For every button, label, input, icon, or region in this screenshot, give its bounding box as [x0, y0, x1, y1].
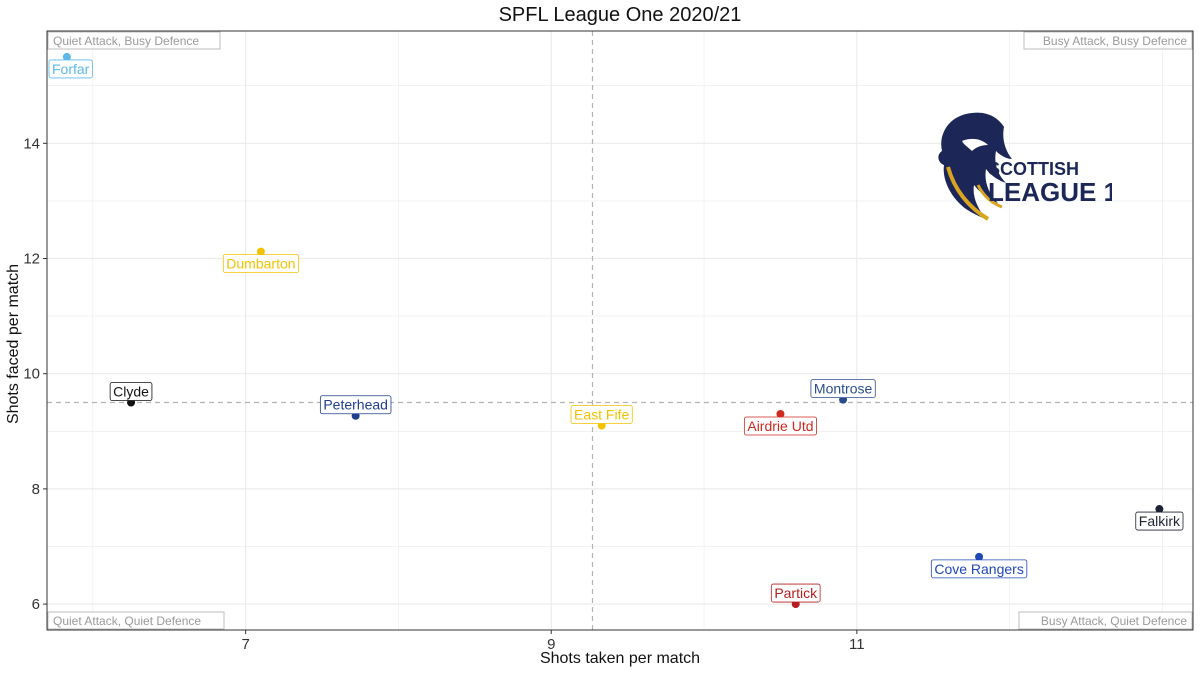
axis-ticks: 7 9 11 6 8 10 12 14: [23, 135, 864, 653]
label-falkirk: Falkirk: [1135, 511, 1184, 531]
scottish-league-1-logo: SCOTTISH LEAGUE 1: [938, 112, 1112, 221]
label-text: Forfar: [52, 61, 90, 77]
quadrant-label-bottom-right-text: Busy Attack, Quiet Defence: [1041, 614, 1187, 628]
label-box: [48, 59, 93, 79]
label-partick: Partick: [770, 583, 821, 603]
chart-title: SPFL League One 2020/21: [498, 4, 742, 26]
label-text: Airdrie Utd: [747, 418, 813, 434]
label-text: Dumbarton: [226, 256, 295, 272]
point-airdrie-utd: [776, 410, 785, 419]
quadrant-label-top-right-text: Busy Attack, Busy Defence: [1043, 34, 1187, 48]
x-tick-label: 9: [547, 636, 555, 653]
label-text: East Fife: [574, 407, 629, 423]
lion-icon: [938, 112, 1012, 221]
y-tick-label: 12: [23, 251, 40, 268]
panel-border: [46, 30, 1194, 631]
label-box: [770, 583, 821, 603]
label-text: Cove Rangers: [934, 561, 1024, 577]
label-peterhead: Peterhead: [319, 395, 392, 415]
y-tick-label: 8: [32, 481, 40, 498]
quadrant-label-top-left: Quiet Attack, Busy Defence: [47, 31, 221, 50]
point-cove-rangers: [975, 552, 984, 561]
y-tick-label: 6: [32, 596, 40, 613]
label-box: [109, 382, 153, 401]
quadrant-label-bottom-right: Busy Attack, Quiet Defence: [1018, 611, 1193, 630]
label-cove-rangers: Cove Rangers: [930, 559, 1028, 579]
label-box: [1135, 511, 1184, 531]
point-falkirk: [1155, 505, 1164, 514]
y-tick-label: 14: [23, 135, 40, 152]
label-text: Falkirk: [1139, 513, 1181, 529]
label-clyde: Clyde: [109, 382, 153, 401]
label-box: [319, 395, 392, 415]
label-text: Peterhead: [323, 397, 388, 413]
quadrant-label-bottom-left: Quiet Attack, Quiet Defence: [47, 611, 225, 630]
label-montrose: Montrose: [810, 379, 876, 399]
quadrant-label-top-left-text: Quiet Attack, Busy Defence: [53, 34, 199, 48]
quadrant-labels: Quiet Attack, Busy Defence Busy Attack, …: [47, 31, 1193, 630]
label-text: Montrose: [814, 381, 873, 397]
x-tick-label: 11: [849, 636, 865, 653]
label-box: [930, 559, 1028, 579]
reference-lines: [47, 31, 1193, 630]
logo-line-2: LEAGUE 1: [988, 177, 1112, 207]
label-text: Partick: [774, 585, 818, 601]
point-forfar: [62, 52, 71, 61]
label-box: [743, 416, 817, 436]
label-forfar: Forfar: [48, 59, 93, 79]
label-box: [222, 254, 299, 273]
quadrant-label-bottom-left-text: Quiet Attack, Quiet Defence: [53, 614, 201, 628]
x-axis-label: Shots taken per match: [539, 650, 701, 667]
x-tick-label: 7: [241, 636, 249, 653]
label-airdrie-utd: Airdrie Utd: [743, 416, 817, 436]
label-box: [570, 405, 633, 424]
y-tick-label: 10: [23, 366, 40, 383]
label-box: [810, 379, 876, 399]
label-east-fife: East Fife: [570, 405, 633, 424]
point-labels: Forfar Dumbarton Clyde Peterhead East Fife Ai…: [48, 59, 1184, 603]
quadrant-label-top-right: Busy Attack, Busy Defence: [1023, 31, 1193, 50]
label-text: Clyde: [113, 383, 149, 399]
point-dumbarton: [256, 247, 265, 256]
label-dumbarton: Dumbarton: [222, 254, 299, 273]
logo-line-1: SCOTTISH: [988, 159, 1079, 179]
